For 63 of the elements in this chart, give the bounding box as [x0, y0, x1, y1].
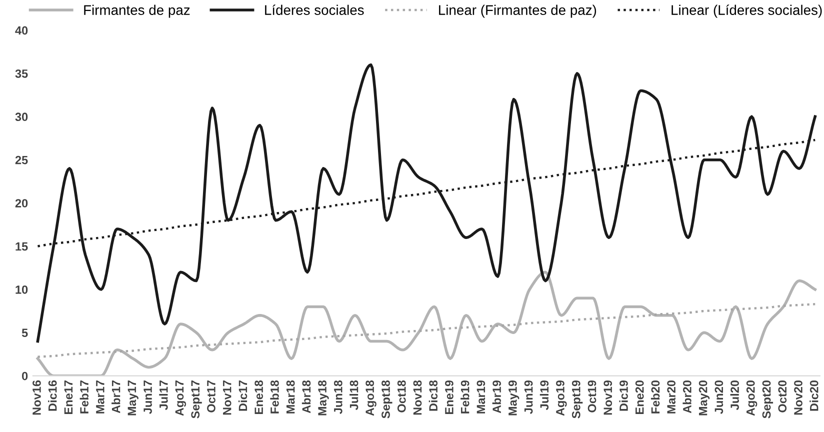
x-tick-label: May19 — [508, 380, 520, 416]
x-tick-label: May20 — [698, 380, 710, 416]
x-tick-label: Ene20 — [635, 380, 644, 414]
x-tick-label: Ago17 — [175, 380, 186, 416]
x-tick-label: Ago20 — [746, 380, 758, 416]
x-tick-label: Oct20 — [778, 380, 787, 412]
x-tick-label: Sept17 — [191, 380, 202, 418]
x-tick-label: Jul17 — [159, 380, 168, 410]
x-tick-label: Oct19 — [588, 380, 596, 412]
x-tick-label: Nov20 — [794, 380, 802, 415]
x-tick-label: Feb17 — [80, 380, 88, 414]
x-tick-label: Mar20 — [667, 380, 676, 414]
y-tick-label: 20 — [15, 199, 28, 208]
x-tick-label: Ago18 — [366, 380, 376, 416]
x-tick-label: Jun20 — [714, 380, 724, 414]
x-tick-label: Nov16 — [32, 380, 41, 415]
x-tick-label: Nov18 — [413, 380, 422, 415]
x-tick-label: Mar19 — [476, 380, 486, 414]
x-tick-label: Feb19 — [460, 380, 470, 414]
legend-label: Líderes sociales — [265, 4, 364, 15]
x-tick-label: Jul19 — [540, 380, 549, 410]
y-tick-label: 40 — [15, 26, 28, 35]
legend-label: Linear (Líderes sociales) — [672, 4, 822, 18]
x-tick-label: Ene19 — [445, 380, 454, 414]
x-tick-label: Mar18 — [286, 380, 295, 414]
x-tick-label: Sept20 — [762, 380, 774, 418]
y-tick-label: 35 — [15, 69, 28, 78]
y-tick-label: 5 — [22, 328, 28, 338]
x-tick-label: Ago19 — [556, 380, 567, 416]
x-tick-label: May17 — [128, 380, 138, 416]
x-tick-label: Abr17 — [112, 380, 120, 414]
x-tick-label: Dic19 — [619, 380, 628, 411]
x-tick-label: Abr18 — [302, 380, 311, 414]
x-tick-label: Dic20 — [810, 380, 818, 411]
x-tick-label: Abr19 — [492, 380, 501, 414]
x-tick-label: Jun19 — [524, 380, 533, 414]
x-tick-label: Mar17 — [96, 380, 104, 414]
x-tick-label: Jul18 — [350, 380, 358, 410]
x-tick-label: Sept19 — [572, 380, 583, 418]
x-tick-label: Feb18 — [270, 380, 279, 414]
x-tick-label: Dic16 — [48, 380, 57, 411]
x-tick-label: Feb20 — [650, 380, 660, 414]
y-tick-label: 10 — [16, 285, 28, 294]
y-tick-label: 0 — [22, 372, 28, 380]
x-tick-label: Nov19 — [604, 380, 612, 415]
x-tick-label: Jul20 — [730, 380, 739, 410]
x-tick-label: Dic18 — [428, 380, 438, 411]
x-tick-label: Ene17 — [64, 380, 73, 414]
x-tick-label: Oct17 — [207, 380, 216, 412]
x-tick-label: Nov17 — [223, 380, 232, 415]
x-tick-label: Ene18 — [254, 380, 264, 414]
x-tick-label: May18 — [318, 380, 329, 416]
x-tick-label: Sept18 — [382, 380, 392, 418]
x-tick-label: Jun18 — [334, 380, 342, 414]
y-tick-label: 15 — [16, 242, 28, 251]
legend-label: Firmantes de paz — [84, 4, 190, 18]
x-tick-label: Dic17 — [238, 380, 248, 411]
legend-label: Linear (Firmantes de paz) — [439, 4, 596, 18]
y-tick-label: 25 — [15, 156, 28, 164]
x-tick-label: Jun17 — [144, 380, 152, 414]
x-tick-label: Oct18 — [397, 380, 406, 412]
x-tick-label: Abr20 — [682, 380, 692, 414]
y-tick-label: 30 — [15, 112, 28, 122]
